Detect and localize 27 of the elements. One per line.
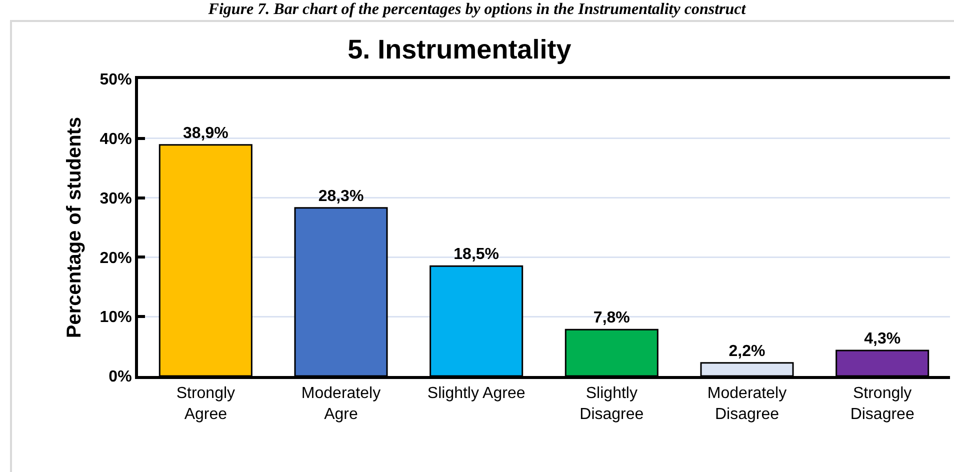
bar bbox=[564, 328, 658, 376]
y-axis-title: Percentage of students bbox=[63, 116, 86, 338]
data-label: 38,9% bbox=[182, 124, 228, 142]
y-tick-label: 50% bbox=[100, 72, 132, 89]
chart-title: 5. Instrumentality bbox=[348, 34, 572, 64]
y-tick-label: 0% bbox=[108, 368, 132, 386]
y-tick-label: 20% bbox=[100, 250, 132, 267]
x-tick-label: Moderately Agre bbox=[301, 385, 381, 423]
x-tick-label: Strongly Agree bbox=[176, 385, 236, 423]
y-tick-label: 10% bbox=[100, 309, 132, 326]
data-label: 18,5% bbox=[454, 246, 500, 264]
data-label: 4,3% bbox=[864, 330, 901, 348]
bar bbox=[430, 265, 524, 376]
bar bbox=[700, 362, 794, 376]
y-tick-label: 30% bbox=[100, 190, 132, 208]
y-tick-label: 40% bbox=[100, 131, 132, 148]
data-label: 28,3% bbox=[318, 188, 364, 205]
x-tick-label: Slightly Disagree bbox=[580, 385, 644, 423]
x-tick-label: Moderately Disagree bbox=[707, 385, 787, 423]
bar bbox=[294, 207, 388, 376]
bar bbox=[158, 144, 252, 376]
data-label: 7,8% bbox=[593, 310, 630, 327]
data-label: 2,2% bbox=[728, 342, 766, 360]
x-tick-label: Strongly Disagree bbox=[850, 385, 914, 423]
x-tick-label: Slightly Agree bbox=[427, 385, 526, 402]
caption: Figure 7. Bar chart of the percentages by options in the Instrumentality construct bbox=[207, 0, 747, 20]
bar bbox=[836, 350, 930, 376]
